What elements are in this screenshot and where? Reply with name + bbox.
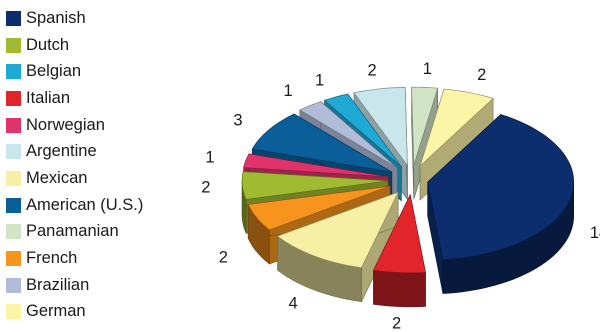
slice-top [247, 185, 391, 231]
slice-top [251, 113, 392, 173]
legend-swatch [6, 144, 21, 160]
legend-item-mexican: Mexican [6, 165, 143, 192]
pie-slice-mexican [276, 191, 399, 303]
slice-top [243, 153, 389, 178]
slice-rim [373, 269, 426, 308]
legend-swatch [6, 251, 21, 267]
legend-item-norwegian: Norwegian [6, 112, 143, 139]
legend-swatch [6, 277, 21, 293]
legend-label: Brazilian [26, 275, 90, 294]
legend-swatch [6, 10, 21, 26]
legend-item-panamanian: Panamanian [6, 219, 143, 246]
slice-top [411, 86, 439, 166]
legend-label: French [26, 249, 78, 268]
slice-value-label-american-u-s: 3 [233, 112, 242, 130]
slice-top [241, 171, 389, 200]
legend-label: Dutch [26, 35, 70, 54]
slice-value-label-mexican: 4 [289, 295, 298, 313]
legend-swatch [6, 37, 21, 53]
slice-value-label-dutch: 2 [201, 179, 210, 197]
legend-label: Mexican [26, 168, 88, 187]
legend-swatch [6, 90, 21, 106]
legend-swatch [6, 197, 21, 213]
slice-value-label-german: 2 [477, 66, 486, 84]
legend-item-belgian: Belgian [6, 58, 143, 85]
legend-label: Spanish [26, 8, 86, 27]
legend-item-italian: Italian [6, 85, 143, 112]
legend-label: Norwegian [26, 115, 105, 134]
legend-label: Panamanian [26, 222, 119, 241]
slice-top [276, 191, 399, 269]
slice-top [323, 93, 402, 167]
pie-slice-spanish [427, 113, 575, 294]
legend-item-brazilian: Brazilian [6, 272, 143, 299]
legend-item-spanish: Spanish [6, 5, 143, 32]
slice-top [372, 193, 426, 274]
slice-value-label-italian: 2 [392, 315, 401, 332]
legend-label: Belgian [26, 62, 82, 81]
legend-swatch [6, 117, 21, 133]
slice-value-label-panamanian: 1 [423, 60, 432, 78]
legend-swatch [6, 64, 21, 80]
pie-slice-panamanian [411, 86, 439, 200]
slice-top [299, 101, 398, 169]
legend-item-dutch: Dutch [6, 32, 143, 59]
legend-swatch [6, 224, 21, 240]
legend-label: Italian [26, 88, 71, 107]
legend-item-french: French [6, 245, 143, 272]
slice-value-label-french: 2 [219, 248, 228, 266]
legend-swatch [6, 304, 21, 320]
chart-legend: Spanish Dutch Belgian Italian Norwegian Argen… [6, 5, 143, 325]
legend-swatch [6, 170, 21, 186]
slice-top [353, 87, 408, 167]
legend-label: Argentine [26, 142, 97, 161]
pie-slice-italian [372, 193, 426, 308]
legend-label: American (U.S.) [26, 195, 144, 214]
slice-top [427, 114, 575, 260]
legend-item-german: German [6, 299, 143, 326]
slice-value-label-norwegian: 1 [205, 149, 214, 167]
slice-value-label-spanish: 14 [590, 224, 600, 242]
legend-label: German [26, 302, 86, 321]
legend-item-american-u-s: American (U.S.) [6, 192, 143, 219]
slice-value-label-brazilian: 1 [284, 82, 293, 100]
slice-value-label-argentine: 2 [368, 62, 377, 80]
slice-value-label-belgian: 1 [315, 72, 324, 90]
legend-item-argentine: Argentine [6, 138, 143, 165]
slice-top [419, 88, 494, 168]
